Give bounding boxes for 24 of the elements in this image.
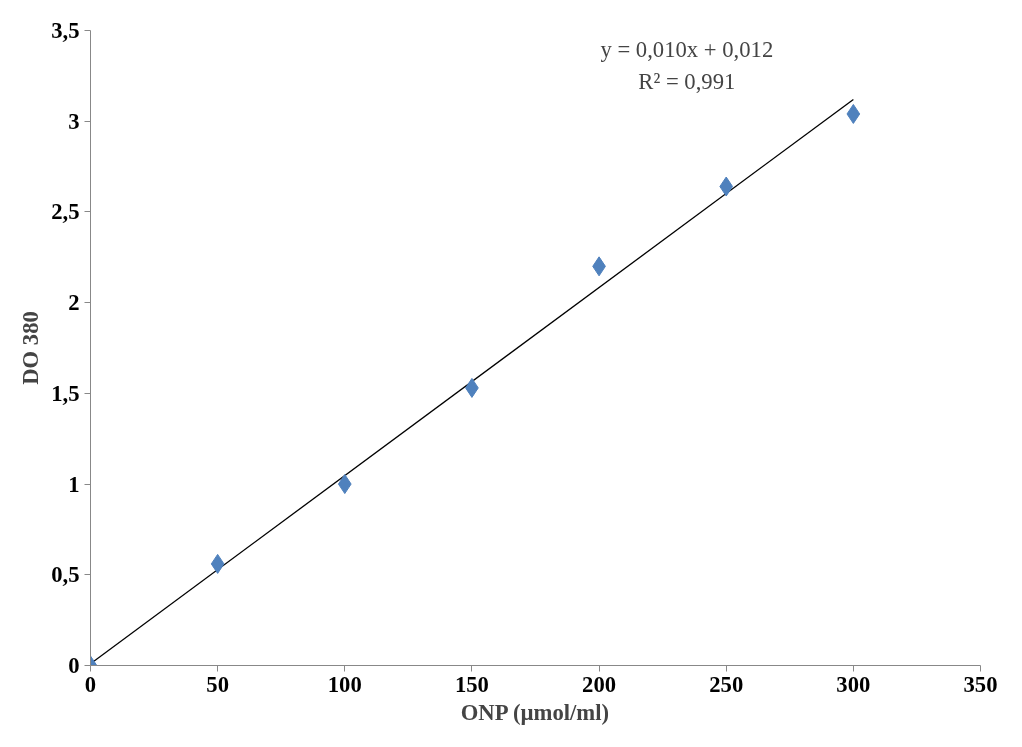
x-tick-label: 50 (206, 671, 229, 697)
x-tick-label: 150 (454, 671, 489, 697)
y-axis-title: DO 380 (18, 311, 44, 385)
x-tick-label: 200 (582, 671, 617, 697)
y-tick-label: 1,5 (51, 380, 80, 406)
y-tick-label: 1 (68, 471, 80, 497)
point (210, 553, 225, 574)
y-tick-label: 3,5 (51, 18, 80, 43)
y-tick-label: 0 (68, 653, 80, 678)
point (846, 103, 861, 124)
y-tick-label: 2 (68, 290, 80, 316)
annotation: R² = 0,991 (638, 68, 736, 94)
point (337, 474, 352, 495)
x-tick-label: 0 (84, 671, 97, 697)
y-tick-label: 2,5 (51, 199, 80, 225)
x-tick-label: 300 (836, 671, 871, 697)
x-tick-label: 250 (709, 671, 744, 697)
x-tick-label: 100 (327, 671, 362, 697)
x-tick-label: 350 (963, 671, 998, 697)
y-tick-label: 0,5 (51, 562, 80, 588)
y-tick-label: 3 (68, 108, 80, 134)
point (719, 176, 734, 197)
x-axis-title: ONP (µmol/ml) (460, 699, 610, 725)
annotation: y = 0,010x + 0,012 (600, 37, 774, 63)
